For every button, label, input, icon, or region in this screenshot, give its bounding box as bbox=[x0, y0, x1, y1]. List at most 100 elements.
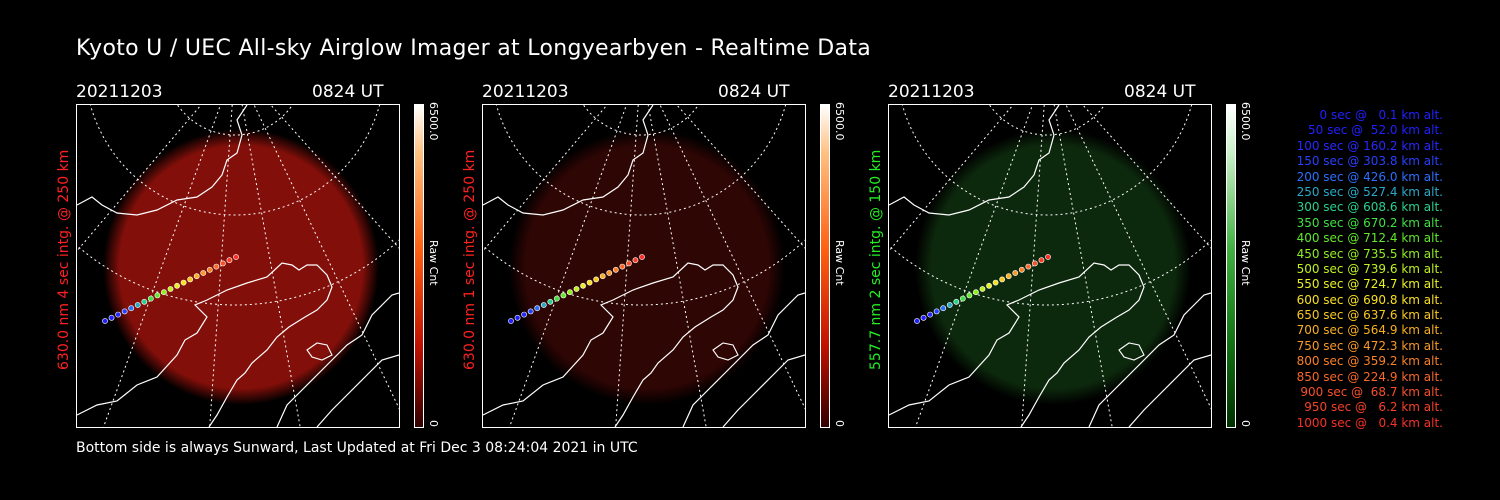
panel-2-cbar-min: 0 bbox=[833, 420, 846, 427]
track-point bbox=[639, 254, 645, 260]
track-point bbox=[927, 311, 933, 318]
coastline bbox=[1088, 292, 1211, 427]
track-point bbox=[1038, 257, 1045, 264]
latitude-circle bbox=[77, 239, 399, 306]
track-point bbox=[914, 318, 920, 324]
airglow-disk bbox=[509, 129, 785, 405]
track-point bbox=[226, 257, 233, 264]
coastline bbox=[682, 292, 805, 427]
legend-row: 50 sec @ 52.0 km alt. bbox=[1308, 123, 1443, 138]
panel-3-time: 0824 UT bbox=[1124, 82, 1196, 102]
track-point bbox=[966, 292, 973, 299]
track-point bbox=[619, 263, 626, 270]
track-point bbox=[1005, 273, 1012, 280]
track-point bbox=[128, 305, 135, 312]
panel-2-cbar-max: 6500.0 bbox=[833, 102, 846, 141]
latitude-circle bbox=[495, 105, 787, 216]
track-point bbox=[200, 270, 207, 276]
legend-row: 950 sec @ 6.2 km alt. bbox=[1304, 400, 1443, 415]
track-point bbox=[534, 305, 541, 312]
track-point bbox=[547, 298, 554, 305]
panel-2-ylabel: 630.0 nm 1 sec intg. @ 250 km bbox=[462, 149, 478, 370]
track-point bbox=[979, 286, 986, 292]
track-point bbox=[612, 266, 619, 273]
panel-3-ylabel: 557.7 nm 2 sec intg. @ 150 km bbox=[868, 149, 884, 370]
panel-1-ylabel: 630.0 nm 4 sec intg. @ 250 km bbox=[56, 149, 72, 370]
legend-row: 200 sec @ 426.0 km alt. bbox=[1296, 169, 1443, 184]
legend-row: 1000 sec @ 0.4 km alt. bbox=[1296, 415, 1443, 430]
panel-3-cbar-max: 6500.0 bbox=[1239, 102, 1252, 141]
legend-row: 400 sec @ 712.4 km alt. bbox=[1296, 231, 1443, 246]
legend-row: 250 sec @ 527.4 km alt. bbox=[1296, 184, 1443, 199]
track-point bbox=[580, 282, 586, 289]
panel-1-cbar-min: 0 bbox=[427, 420, 440, 427]
track-point bbox=[167, 286, 174, 292]
track-point bbox=[527, 308, 534, 315]
track-point bbox=[593, 276, 600, 283]
legend-row: 750 sec @ 472.3 km alt. bbox=[1296, 338, 1443, 353]
track-point bbox=[187, 276, 194, 283]
coastline bbox=[889, 262, 1145, 427]
page-title: Kyoto U / UEC All-sky Airglow Imager at … bbox=[76, 36, 872, 61]
track-point bbox=[553, 295, 560, 302]
track-point bbox=[973, 289, 979, 296]
track-point bbox=[521, 311, 527, 318]
track-point bbox=[219, 260, 226, 267]
track-point bbox=[999, 276, 1006, 283]
coastline bbox=[77, 262, 333, 427]
track-point bbox=[1012, 270, 1019, 276]
latitude-circle bbox=[483, 239, 805, 306]
panel-1-cbar-max: 6500.0 bbox=[427, 102, 440, 141]
legend-row: 650 sec @ 637.6 km alt. bbox=[1296, 308, 1443, 323]
coastline bbox=[77, 105, 248, 216]
track-point bbox=[514, 314, 521, 321]
track-point bbox=[1018, 266, 1025, 273]
track-point bbox=[625, 260, 632, 267]
coastline bbox=[276, 292, 399, 427]
track-point bbox=[567, 289, 573, 296]
legend-row: 550 sec @ 724.7 km alt. bbox=[1296, 277, 1443, 292]
track-point bbox=[154, 292, 161, 299]
track-point bbox=[233, 254, 239, 260]
meridian-line bbox=[1082, 105, 1211, 249]
meridian-line bbox=[270, 105, 399, 249]
panel-1-date: 20211203 bbox=[76, 82, 163, 102]
latitude-circle bbox=[901, 105, 1193, 216]
track-point bbox=[540, 302, 547, 308]
coastline bbox=[483, 262, 739, 427]
meridian-line bbox=[676, 105, 805, 249]
track-point bbox=[1031, 260, 1038, 267]
panel-3-image bbox=[888, 104, 1212, 428]
panel-1-colorbar bbox=[414, 104, 424, 428]
legend-row: 600 sec @ 690.8 km alt. bbox=[1296, 292, 1443, 307]
track-point bbox=[946, 302, 953, 308]
meridian-line bbox=[1065, 105, 1211, 410]
track-point bbox=[986, 282, 992, 289]
track-point bbox=[560, 292, 567, 299]
meridian-line bbox=[915, 105, 1034, 427]
track-point bbox=[180, 279, 187, 286]
legend-row: 900 sec @ 68.7 km alt. bbox=[1300, 385, 1443, 400]
track-point bbox=[121, 308, 128, 315]
meridian-line bbox=[889, 105, 1014, 252]
track-point bbox=[992, 279, 999, 286]
track-point bbox=[1045, 254, 1051, 260]
airglow-disk bbox=[103, 129, 379, 405]
track-point bbox=[573, 286, 580, 292]
legend-row: 850 sec @ 224.9 km alt. bbox=[1296, 369, 1443, 384]
footer-note: Bottom side is always Sunward, Last Upda… bbox=[76, 440, 638, 456]
track-point bbox=[959, 295, 966, 302]
meridian-line bbox=[103, 105, 222, 427]
coastline bbox=[316, 354, 399, 427]
coastline bbox=[889, 105, 1060, 216]
panel-1-image bbox=[76, 104, 400, 428]
airglow-disk bbox=[915, 129, 1191, 405]
track-point bbox=[508, 318, 514, 324]
track-point bbox=[632, 257, 639, 264]
track-point bbox=[193, 273, 200, 280]
panel-2-time: 0824 UT bbox=[718, 82, 790, 102]
track-point bbox=[933, 308, 940, 315]
coastline bbox=[722, 354, 805, 427]
track-point bbox=[141, 298, 148, 305]
legend-row: 0 sec @ 0.1 km alt. bbox=[1319, 108, 1444, 122]
